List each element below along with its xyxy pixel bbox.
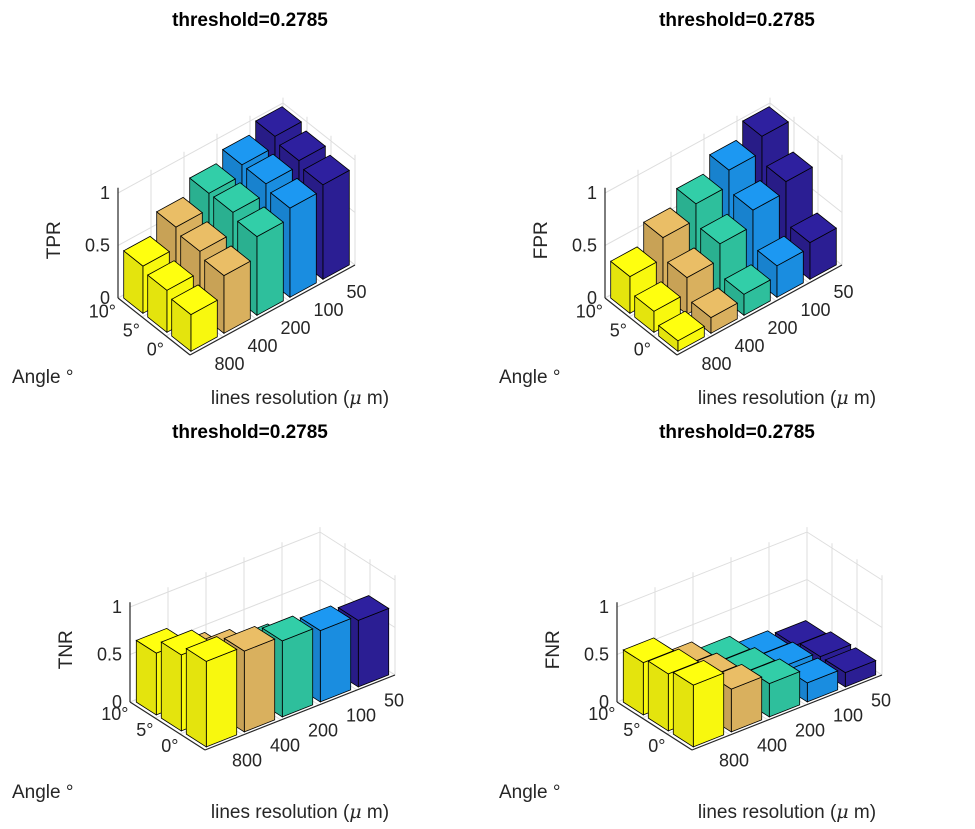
fpr-x-label: lines resolution (μ m) <box>698 387 876 409</box>
fpr-x-tick-label: 400 <box>735 336 765 356</box>
fpr-title: threshold=0.2785 <box>659 10 815 31</box>
fnr-y-tick-label: 10° <box>588 704 615 724</box>
fnr-title: threshold=0.2785 <box>659 422 815 443</box>
fnr-y-label: Angle ° <box>499 782 560 803</box>
tnr-y-tick-label: 0° <box>161 736 178 756</box>
tpr-x-tick-label: 50 <box>347 282 367 302</box>
tpr-bar-800-0 <box>170 284 219 353</box>
tpr-x-tick-label: 800 <box>215 354 245 374</box>
fpr-x-axis-line <box>676 264 843 356</box>
fpr-z-tick-label: 0 <box>587 288 597 308</box>
tnr-x-tick-label: 100 <box>346 706 376 726</box>
fpr-z-tick-label: 1 <box>587 183 597 203</box>
tnr-x-tick-label: 50 <box>384 691 404 711</box>
tnr-title: threshold=0.2785 <box>172 422 328 443</box>
tnr-z-label: TNR <box>56 630 77 669</box>
fpr-bar-800-0 <box>657 310 706 353</box>
tnr-x-tick-label: 200 <box>308 721 338 741</box>
tnr-bars <box>135 595 390 748</box>
fnr-x-tick-label: 100 <box>833 706 863 726</box>
fnr-bars <box>622 620 877 748</box>
fnr-y-axis-line <box>616 701 693 751</box>
tnr-z-tick-label: 1 <box>112 597 122 617</box>
tpr-z-label: TPR <box>44 221 65 259</box>
chart-svg-fnr: 0 0.5 1 800 400 200 100 50 0° 5° 10° threshold=0.27… <box>499 422 891 823</box>
tpr-x-tick-label: 200 <box>281 318 311 338</box>
fpr-x-tick-label: 50 <box>834 282 854 302</box>
tnr-y-axis-line <box>129 701 206 751</box>
chart-svg-tnr: 0 0.5 1 800 400 200 100 50 0° 5° 10° threshold=0.27… <box>12 422 404 823</box>
fpr-y-tick-label: 5° <box>610 321 627 341</box>
fnr-y-tick-label: 0° <box>648 736 665 756</box>
fpr-y-axis-line <box>604 297 678 356</box>
tnr-x-tick-label: 400 <box>270 736 300 756</box>
chart-panel-tnr: 0 0.5 1 800 400 200 100 50 0° 5° 10° threshold=0.27… <box>0 412 487 824</box>
fpr-z-label: FPR <box>531 221 552 259</box>
tnr-x-axis-line <box>204 674 396 751</box>
fpr-x-tick-label: 100 <box>801 300 831 320</box>
fnr-y-tick-label: 5° <box>623 720 640 740</box>
tpr-z-tick-label: 0.5 <box>85 236 110 256</box>
fpr-x-tick-label: 800 <box>702 354 732 374</box>
fnr-x-label: lines resolution (μ m) <box>698 801 876 823</box>
tpr-x-label: lines resolution (μ m) <box>211 387 389 409</box>
fnr-x-tick-label: 400 <box>757 736 787 756</box>
fpr-bars <box>609 106 838 353</box>
chart-panel-fpr: 0 0.5 1 800 400 200 100 50 0° 5° 10° threshold=0.27… <box>487 0 975 412</box>
fpr-y-tick-label: 10° <box>576 302 603 322</box>
tpr-z-tick-label: 0 <box>100 288 110 308</box>
fpr-x-tick-label: 200 <box>768 318 798 338</box>
tpr-bars <box>122 106 351 353</box>
tpr-bar-400-0 <box>203 245 252 335</box>
fnr-x-tick-label: 50 <box>871 691 891 711</box>
fpr-bar-800-1 <box>633 281 682 334</box>
chart-panel-fnr: 0 0.5 1 800 400 200 100 50 0° 5° 10° threshold=0.27… <box>487 412 975 824</box>
tnr-x-label: lines resolution (μ m) <box>211 801 389 823</box>
tpr-y-label: Angle ° <box>12 367 73 388</box>
fpr-z-tick-label: 0.5 <box>572 236 597 256</box>
fnr-z-tick-label: 1 <box>599 597 609 617</box>
fnr-z-tick-label: 0.5 <box>584 645 609 665</box>
tnr-z-tick-label: 0 <box>112 692 122 712</box>
fnr-x-axis-line <box>691 674 883 751</box>
fnr-x-tick-label: 200 <box>795 721 825 741</box>
tnr-y-label: Angle ° <box>12 782 73 803</box>
tpr-z-tick-label: 1 <box>100 183 110 203</box>
tpr-x-axis-line <box>189 264 356 356</box>
fnr-z-label: FNR <box>543 630 564 669</box>
fpr-bar-800-2 <box>609 246 658 315</box>
fnr-z-tick-label: 0 <box>599 692 609 712</box>
tnr-y-tick-label: 5° <box>136 720 153 740</box>
fpr-bar-200-0 <box>723 264 772 317</box>
tpr-y-tick-label: 5° <box>123 321 140 341</box>
tpr-x-tick-label: 400 <box>248 336 278 356</box>
fpr-y-tick-label: 0° <box>634 340 651 360</box>
tpr-y-tick-label: 0° <box>147 340 164 360</box>
tpr-title: threshold=0.2785 <box>172 10 328 31</box>
tnr-x-tick-label: 800 <box>232 751 262 771</box>
chart-panel-tpr: 0 0.5 1 800 400 200 100 50 0° 5° 10° threshold=0.27… <box>0 0 487 412</box>
fpr-bar-400-0 <box>690 287 739 335</box>
fpr-bar-100-0 <box>756 235 805 299</box>
tpr-x-tick-label: 100 <box>314 300 344 320</box>
tpr-bar-200-0 <box>236 206 285 317</box>
fnr-bar-800-0 <box>672 659 725 748</box>
fnr-x-tick-label: 800 <box>719 751 749 771</box>
tpr-y-tick-label: 10° <box>89 302 116 322</box>
tpr-y-axis-line <box>117 297 191 356</box>
tnr-z-tick-label: 0.5 <box>97 645 122 665</box>
tnr-y-tick-label: 10° <box>101 704 128 724</box>
fpr-y-label: Angle ° <box>499 367 560 388</box>
tnr-bar-800-0 <box>185 636 238 748</box>
